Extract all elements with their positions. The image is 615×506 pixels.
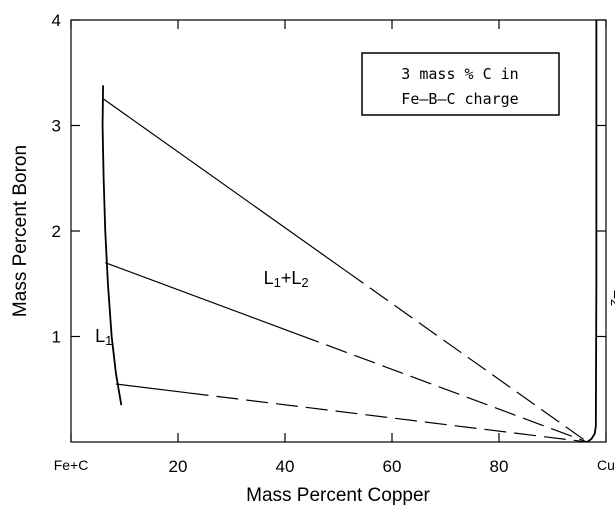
note-box: 3 mass % C in Fe–B–C charge xyxy=(361,52,560,116)
x-tick-label-1: 20 xyxy=(169,457,188,476)
region-label-2: L2 xyxy=(608,289,615,306)
y-tick-label-3: 4 xyxy=(52,11,61,30)
note-line-1: 3 mass % C in xyxy=(401,65,518,83)
tie-line-4-solid xyxy=(115,383,187,394)
note-line-2: Fe–B–C charge xyxy=(401,90,518,108)
series-1-boundary xyxy=(586,20,598,443)
x-tick-label-5: Cu xyxy=(597,457,615,473)
x-tick-label-3: 60 xyxy=(383,457,402,476)
region-label-1: L1+L2 xyxy=(264,268,309,290)
tie-line-3-dashed xyxy=(297,333,588,443)
note-box-frame xyxy=(361,52,560,116)
tie-line-2-solid xyxy=(103,98,346,272)
x-tick-label-2: 40 xyxy=(276,457,295,476)
tick-labels: Fe+C 20 40 60 80 Cu 1 2 3 4 xyxy=(52,11,615,476)
y-tick-label-1: 2 xyxy=(52,222,61,241)
series-layer xyxy=(101,20,598,443)
series-0-boundary xyxy=(101,85,123,406)
axis-ticks xyxy=(70,19,607,442)
tie-line-2-dashed xyxy=(345,270,588,443)
x-axis-title: Mass Percent Copper xyxy=(246,485,430,506)
y-tick-label-0: 1 xyxy=(52,328,61,347)
tie-line-3-solid xyxy=(105,262,299,335)
y-tick-label-2: 3 xyxy=(52,117,61,136)
x-tick-label-4: 80 xyxy=(490,457,509,476)
x-tick-label-0: Fe+C xyxy=(54,457,89,473)
region-label-0: L1 xyxy=(95,326,112,348)
y-axis-title: Mass Percent Boron xyxy=(10,145,31,317)
tie-line-4-dashed xyxy=(186,392,588,443)
region-labels: L1 L1+L2 L2 xyxy=(95,268,615,348)
